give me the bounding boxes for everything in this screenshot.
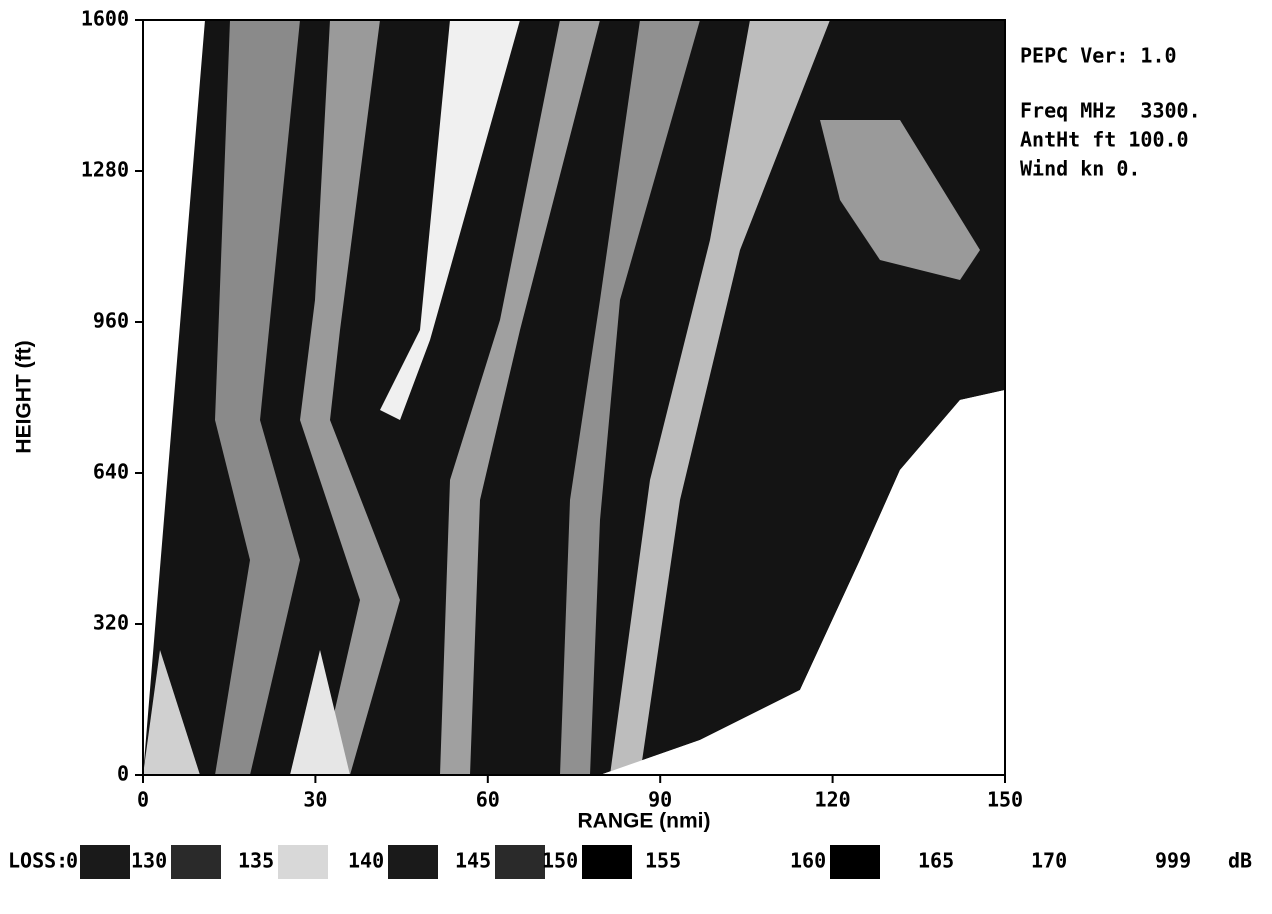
x-tick-label: 60 (476, 788, 500, 812)
info-line: AntHt ft 100.0 (1020, 128, 1189, 152)
legend-level: 999 (1155, 849, 1191, 873)
legend-level: 0 (66, 849, 78, 873)
legend-level: 145 (455, 849, 491, 873)
legend-swatch (171, 845, 221, 879)
x-tick-label: 120 (815, 788, 851, 812)
legend-swatch (1071, 845, 1121, 879)
legend-swatch (80, 845, 130, 879)
legend-level: 130 (131, 849, 167, 873)
legend-title: LOSS: (8, 849, 68, 873)
y-tick-label: 320 (93, 611, 129, 635)
legend-level: 170 (1031, 849, 1067, 873)
legend-level: 155 (645, 849, 681, 873)
y-tick-label: 640 (93, 460, 129, 484)
plot-frame (142, 19, 1006, 776)
legend: LOSS:0 130 135 140 145 150 155 160 165 170 999 dB (8, 845, 1252, 879)
info-panel: PEPC Ver: 1.0 Freq MHz 3300. AntHt ft 100.… (1020, 44, 1201, 181)
legend-level: 135 (238, 849, 274, 873)
legend-swatch (830, 845, 880, 879)
legend-swatch (388, 845, 438, 879)
x-tick-label: 0 (137, 788, 149, 812)
legend-swatch (495, 845, 545, 879)
y-tick-label: 960 (93, 309, 129, 333)
y-axis-label: HEIGHT (ft) (13, 340, 36, 453)
x-tick-label: 30 (303, 788, 327, 812)
info-line: Freq MHz 3300. (1020, 99, 1201, 123)
x-axis-label: RANGE (nmi) (578, 810, 711, 833)
x-tick-label: 90 (648, 788, 672, 812)
info-line: Wind kn 0. (1020, 157, 1140, 181)
legend-level: 160 (790, 849, 826, 873)
y-tick-label: 1280 (81, 158, 129, 182)
y-tick-label: 0 (117, 762, 129, 786)
legend-level: 150 (542, 849, 578, 873)
legend-swatch (685, 845, 735, 879)
legend-swatch (958, 845, 1008, 879)
legend-unit: dB (1228, 849, 1252, 873)
info-line: PEPC Ver: 1.0 (1020, 44, 1177, 68)
legend-level: 165 (918, 849, 954, 873)
loss-shading (143, 20, 1005, 775)
y-tick-label: 1600 (81, 7, 129, 31)
legend-swatch (278, 845, 328, 879)
legend-swatch (582, 845, 632, 879)
x-tick-label: 150 (987, 788, 1023, 812)
legend-level: 140 (348, 849, 384, 873)
